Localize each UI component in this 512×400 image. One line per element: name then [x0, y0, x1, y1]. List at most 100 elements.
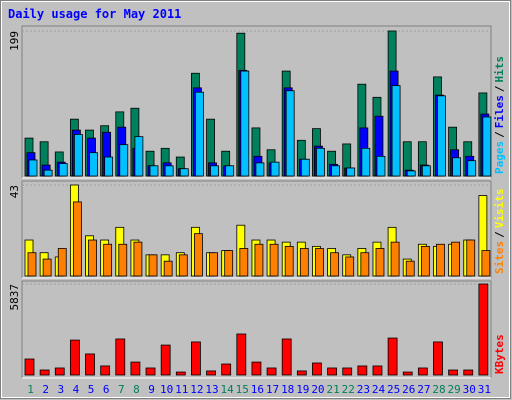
bar: [104, 156, 114, 177]
bar: [463, 369, 474, 376]
bar: [24, 358, 35, 376]
x-tick-label: 8: [133, 383, 140, 396]
bar: [133, 241, 143, 277]
bar: [118, 243, 128, 277]
bar: [145, 367, 156, 376]
legend-separator: /: [493, 85, 506, 92]
x-tick-label: 31: [478, 383, 491, 396]
bar: [225, 165, 235, 177]
bar: [421, 165, 431, 177]
bar: [73, 134, 83, 177]
x-tick-label: 30: [463, 383, 476, 396]
bar: [281, 338, 292, 376]
bar: [72, 201, 82, 277]
bar: [315, 248, 324, 277]
x-tick-label: 26: [402, 383, 415, 396]
x-tick-label: 11: [175, 383, 188, 396]
bar: [58, 163, 68, 177]
bar: [387, 337, 398, 376]
bar: [420, 245, 430, 277]
bar: [194, 233, 203, 277]
bar: [149, 165, 159, 177]
x-tick-label: 9: [148, 383, 155, 396]
bar: [466, 239, 476, 277]
bar: [89, 152, 98, 177]
bar: [239, 248, 249, 277]
bar: [240, 70, 250, 177]
bar: [236, 333, 247, 376]
bar: [402, 371, 413, 376]
legend-entry: Sites: [493, 241, 506, 274]
bar: [27, 252, 37, 277]
x-tick-label: 13: [205, 383, 218, 396]
bar: [43, 169, 53, 177]
x-tick-label: 3: [57, 383, 64, 396]
bar: [375, 248, 385, 277]
bar: [405, 260, 415, 277]
legend: Sites / Visits: [493, 189, 506, 275]
bar: [406, 170, 416, 177]
bar: [69, 339, 80, 376]
bar: [452, 157, 462, 177]
bar: [390, 241, 400, 277]
bar: [163, 260, 173, 277]
y-tick-label: 199: [8, 31, 21, 51]
bar: [357, 365, 368, 376]
bar: [28, 159, 38, 177]
bar: [130, 361, 141, 376]
x-tick-label: 16: [251, 383, 264, 396]
x-tick-label: 2: [42, 383, 49, 396]
bar: [330, 252, 339, 277]
bar: [316, 147, 325, 177]
bar: [57, 248, 67, 277]
bar: [224, 250, 234, 277]
bar: [361, 147, 371, 177]
bar: [481, 250, 491, 277]
bar: [134, 136, 144, 177]
x-tick-label: 18: [281, 383, 294, 396]
bar: [391, 85, 401, 177]
legend-entry: Pages: [493, 141, 506, 174]
x-tick-label: 20: [311, 383, 324, 396]
legend-entry: Hits: [493, 56, 506, 83]
bar: [195, 91, 204, 177]
bar: [300, 158, 310, 177]
bar: [179, 168, 189, 177]
bar: [164, 165, 174, 177]
bar: [417, 367, 428, 376]
bar: [119, 144, 129, 177]
bar: [191, 341, 201, 376]
x-tick-label: 24: [372, 383, 386, 396]
bar: [312, 362, 322, 376]
legend-entry: Visits: [493, 189, 506, 229]
bar: [437, 95, 446, 177]
bar: [360, 252, 370, 277]
bar: [175, 371, 186, 376]
bar: [372, 365, 383, 376]
legend: KBytes: [493, 334, 506, 374]
x-tick-label: 28: [432, 383, 445, 396]
bar: [482, 116, 492, 177]
legend-entry: KBytes: [493, 334, 506, 374]
x-tick-label: 25: [387, 383, 400, 396]
bar: [331, 165, 340, 177]
bar: [42, 258, 52, 277]
x-tick-label: 23: [357, 383, 370, 396]
x-tick-label: 6: [103, 383, 110, 396]
bar: [299, 248, 309, 277]
x-tick-label: 29: [447, 383, 460, 396]
bar: [376, 155, 386, 177]
bar: [178, 254, 188, 277]
bar: [251, 361, 262, 376]
x-tick-label: 1: [27, 383, 34, 396]
bar: [478, 283, 489, 376]
bar: [451, 241, 461, 277]
bar: [448, 369, 459, 376]
chart-title: Daily usage for May 2011: [8, 7, 181, 21]
bar: [54, 367, 65, 376]
bar: [284, 245, 294, 277]
x-tick-label: 21: [326, 383, 339, 396]
bar: [100, 365, 111, 376]
